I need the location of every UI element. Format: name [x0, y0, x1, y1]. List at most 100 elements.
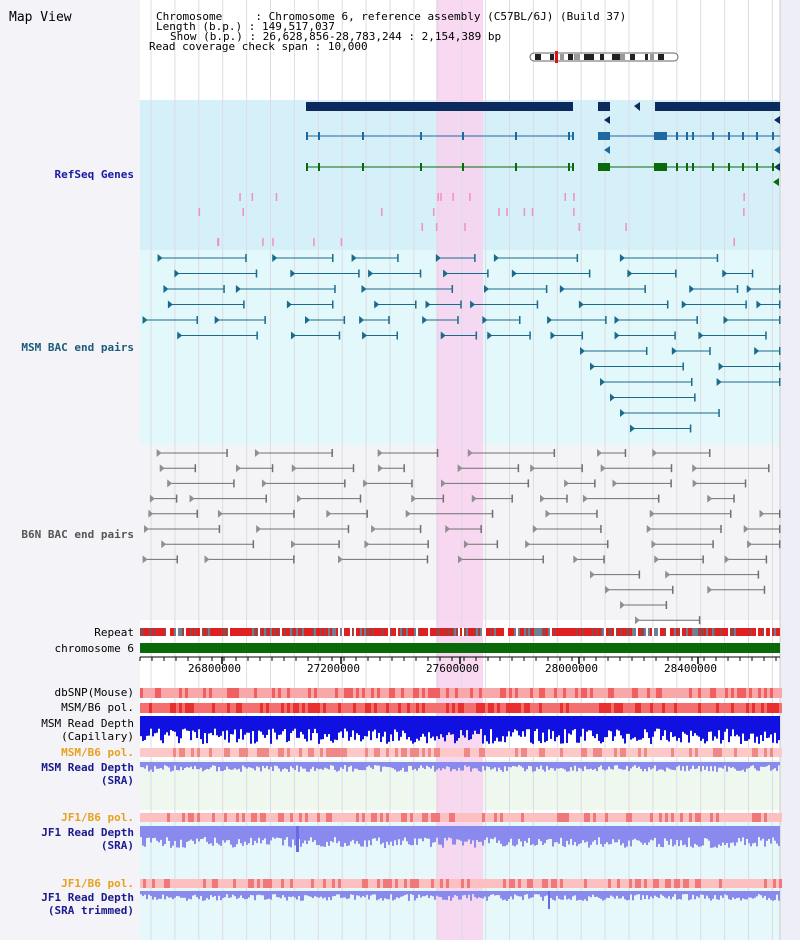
read-depth-bar	[146, 716, 148, 736]
read-depth-bar	[356, 716, 358, 734]
repeat-block	[510, 628, 512, 636]
read-depth-bar	[404, 762, 406, 772]
polymorphism-cell	[254, 748, 257, 757]
track-label-msm-depth-sra-line2[interactable]: (SRA)	[100, 774, 134, 787]
polymorphism-cell	[200, 688, 203, 698]
repeat-block	[358, 628, 360, 636]
read-depth-bar	[390, 826, 392, 842]
read-depth-bar	[330, 891, 332, 901]
track-label-msm-depth-sra-line1[interactable]: MSM Read Depth	[41, 761, 134, 774]
track-label-jf1-depth-sra-line2[interactable]: (SRA)	[100, 839, 134, 852]
read-depth-bar	[646, 762, 648, 772]
read-depth-bar	[714, 716, 716, 737]
repeat-block	[352, 628, 354, 636]
polymorphism-cell	[164, 813, 167, 822]
read-depth-bar	[454, 762, 456, 770]
repeat-block	[620, 628, 622, 636]
read-depth-bar	[286, 826, 288, 838]
track-label-msm-bac[interactable]: MSM BAC end pairs	[21, 341, 134, 354]
polymorphism-cell	[611, 688, 614, 698]
polymorphism-cell	[374, 879, 377, 888]
polymorphism-cell	[212, 748, 215, 757]
read-depth-bar	[548, 716, 550, 730]
read-depth-bar	[232, 826, 234, 848]
bac-end-marker	[708, 449, 711, 457]
read-depth-bar	[162, 762, 164, 770]
repeat-block	[450, 628, 452, 636]
bac-end-marker	[352, 464, 355, 473]
read-depth-bar	[650, 891, 652, 897]
read-depth-bar	[486, 762, 488, 767]
repeat-block	[538, 628, 540, 636]
track-label-refseq[interactable]: RefSeq Genes	[54, 168, 134, 181]
read-depth-bar	[294, 891, 296, 898]
track-label-dbsnp[interactable]: dbSNP(Mouse)	[54, 686, 134, 699]
polymorphism-cell	[308, 879, 311, 888]
polymorphism-cell	[506, 748, 509, 757]
read-depth-bar	[720, 891, 722, 896]
read-depth-bar	[462, 891, 464, 896]
polymorphism-cell	[779, 748, 782, 757]
polymorphism-cell	[380, 703, 383, 713]
read-depth-bar	[468, 716, 470, 741]
read-depth-bar	[628, 826, 630, 841]
repeat-block	[648, 628, 650, 636]
repeat-block	[642, 628, 644, 636]
polymorphism-cell	[284, 703, 287, 713]
track-label-chromosome[interactable]: chromosome 6	[54, 642, 134, 655]
read-depth-bar	[756, 891, 758, 897]
track-label-repeat[interactable]: Repeat	[94, 626, 134, 639]
read-depth-bar	[388, 826, 390, 845]
repeat-block	[778, 628, 780, 636]
read-depth-bar	[544, 826, 546, 844]
read-depth-bar	[532, 826, 534, 845]
read-depth-bar	[278, 826, 280, 838]
polymorphism-cell	[539, 688, 542, 698]
polymorphism-cell	[305, 748, 308, 757]
track-label-jf1-depth-trim-line1[interactable]: JF1 Read Depth	[41, 891, 134, 904]
read-depth-bar	[466, 762, 468, 768]
refseq-marker	[469, 193, 471, 201]
read-depth-bar	[722, 716, 724, 740]
polymorphism-cell	[164, 879, 167, 888]
polymorphism-cell	[191, 703, 194, 713]
polymorphism-cell	[722, 688, 725, 698]
track-label-msm-depth-cap-line1[interactable]: MSM Read Depth	[41, 717, 134, 730]
read-depth-bar	[312, 891, 314, 899]
read-depth-bar	[440, 826, 442, 845]
polymorphism-cell	[638, 879, 641, 888]
track-label-msm-b6-pol-1[interactable]: MSM/B6 pol.	[61, 701, 134, 714]
read-depth-bar	[320, 716, 322, 740]
polymorphism-cell	[458, 688, 461, 698]
bac-end-marker	[235, 285, 241, 293]
track-label-msm-depth-cap-line2[interactable]: (Capillary)	[61, 730, 134, 743]
track-label-b6n-bac[interactable]: B6N BAC end pairs	[21, 528, 134, 541]
polymorphism-cell	[665, 703, 668, 713]
repeat-block	[326, 628, 328, 636]
read-depth-bar	[264, 826, 266, 839]
bac-end-marker	[779, 316, 781, 324]
read-depth-bar	[526, 891, 528, 895]
read-depth-bar	[626, 826, 628, 847]
read-depth-bar	[300, 716, 302, 732]
read-depth-bar	[204, 826, 206, 838]
polymorphism-cell	[314, 688, 317, 698]
read-depth-bar	[754, 826, 756, 843]
polymorphism-cell	[683, 703, 686, 713]
polymorphism-cell	[542, 748, 545, 757]
track-label-jf1-b6-pol-2[interactable]: JF1/B6 pol.	[61, 877, 134, 890]
track-label-jf1-b6-pol-1[interactable]: JF1/B6 pol.	[61, 811, 134, 824]
repeat-block	[736, 628, 738, 636]
bac-end-marker	[163, 285, 169, 293]
track-label-msm-b6-pol-2[interactable]: MSM/B6 pol.	[61, 746, 134, 759]
read-depth-bar	[276, 826, 278, 838]
polymorphism-cell	[368, 879, 371, 888]
polymorphism-cell	[755, 813, 758, 822]
track-label-jf1-depth-trim-line2[interactable]: (SRA trimmed)	[47, 904, 134, 917]
read-depth-bar	[486, 891, 488, 901]
gene-exon	[420, 163, 422, 171]
polymorphism-cell	[587, 703, 590, 713]
track-label-jf1-depth-sra-line1[interactable]: JF1 Read Depth	[41, 826, 134, 839]
read-depth-bar	[634, 762, 636, 766]
